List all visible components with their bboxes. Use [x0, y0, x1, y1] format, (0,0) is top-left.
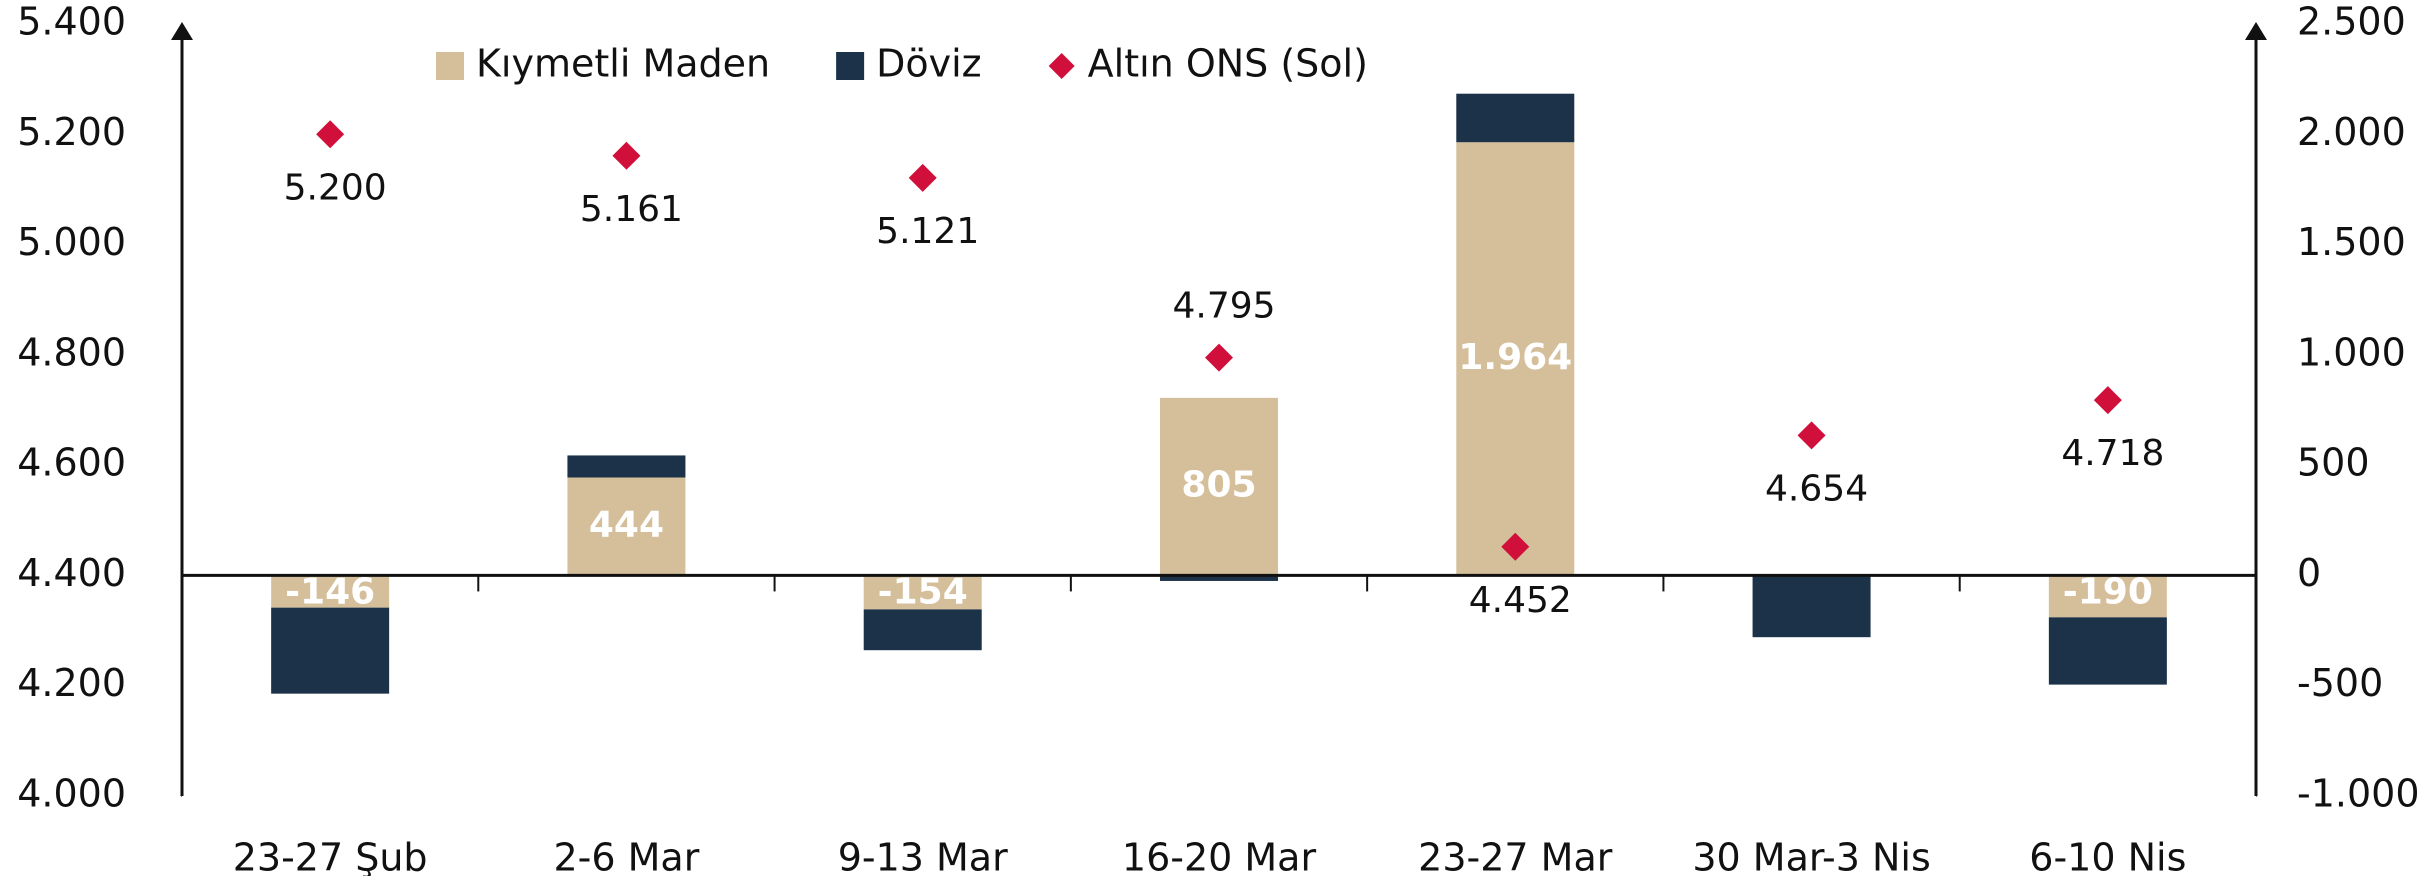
marker: [1797, 421, 1826, 450]
x-tick-label: 23-27 Şub: [233, 836, 428, 876]
point-value-label: 5.200: [284, 167, 387, 208]
bar-value-label: -190: [2063, 571, 2153, 612]
bar: [1160, 397, 1278, 576]
x-tick-label: 2-6 Mar: [554, 836, 700, 876]
bar-value-label: -146: [285, 571, 375, 612]
bar: [1160, 575, 1278, 581]
point-value-label: 4.452: [1469, 580, 1572, 621]
bar-value-label: 1.964: [1458, 337, 1572, 378]
x-tick-label: 30 Mar-3 Nis: [1692, 836, 1930, 876]
point-value-label: 4.795: [1172, 286, 1275, 327]
y2-tick-label: -1.000: [2297, 772, 2420, 816]
y2-tick-label: -500: [2297, 661, 2383, 705]
y2-tick-label: 2.500: [2297, 0, 2406, 44]
bar: [567, 477, 686, 576]
bar-value-label: 805: [1181, 465, 1256, 506]
y-tick-label: 4.800: [17, 330, 126, 374]
bar-value-label: 444: [589, 504, 664, 545]
y2-tick-label: 1.000: [2297, 330, 2406, 374]
marker: [1501, 532, 1530, 561]
x-tick-label: 16-20 Mar: [1122, 836, 1317, 876]
bar: [863, 609, 982, 651]
bar: [1456, 93, 1575, 143]
legend-label: Döviz: [876, 42, 982, 86]
y-tick-label: 5.400: [17, 0, 126, 44]
y2-tick-label: 0: [2297, 551, 2321, 595]
bar: [2048, 575, 2167, 618]
marker: [1205, 343, 1233, 372]
point-value-label: 4.718: [2061, 433, 2164, 474]
y-tick-label: 5.000: [17, 220, 126, 264]
y2-tick-label: 500: [2297, 441, 2370, 485]
point-value-label: 5.161: [580, 189, 683, 230]
y-tick-label: 4.400: [17, 551, 126, 595]
y-tick-label: 4.200: [17, 661, 126, 705]
marker: [612, 141, 641, 170]
y-tick-label: 5.200: [17, 110, 126, 154]
point-value-label: 5.121: [876, 211, 979, 252]
y-tick-label: 4.600: [17, 441, 126, 485]
bar: [567, 455, 686, 478]
bar: [1752, 575, 1871, 638]
y-tick-label: 4.000: [17, 772, 126, 816]
bar: [2048, 617, 2167, 685]
legend-label: Kıymetli Maden: [476, 42, 770, 86]
bar: [271, 607, 390, 694]
legend-swatch: [436, 52, 464, 80]
point-value-label: 4.654: [1765, 468, 1868, 509]
x-tick-label: 9-13 Mar: [838, 836, 1008, 876]
y2-tick-label: 1.500: [2297, 220, 2406, 264]
y-axis-arrow: [171, 22, 193, 40]
x-tick-label: 23-27 Mar: [1418, 836, 1613, 876]
legend-swatch: [836, 52, 865, 80]
legend-label: Altın ONS (Sol): [1088, 42, 1368, 86]
marker: [316, 120, 345, 149]
bar: [271, 575, 390, 608]
y2-axis-arrow: [2245, 22, 2267, 40]
marker: [2093, 386, 2122, 415]
bar: [1456, 142, 1575, 576]
y2-tick-label: 2.000: [2297, 110, 2406, 154]
bar: [863, 575, 982, 610]
bar-value-label: -154: [878, 571, 968, 612]
x-tick-label: 6-10 Nis: [2029, 836, 2186, 876]
marker: [908, 163, 937, 192]
legend-swatch: [1048, 53, 1075, 79]
